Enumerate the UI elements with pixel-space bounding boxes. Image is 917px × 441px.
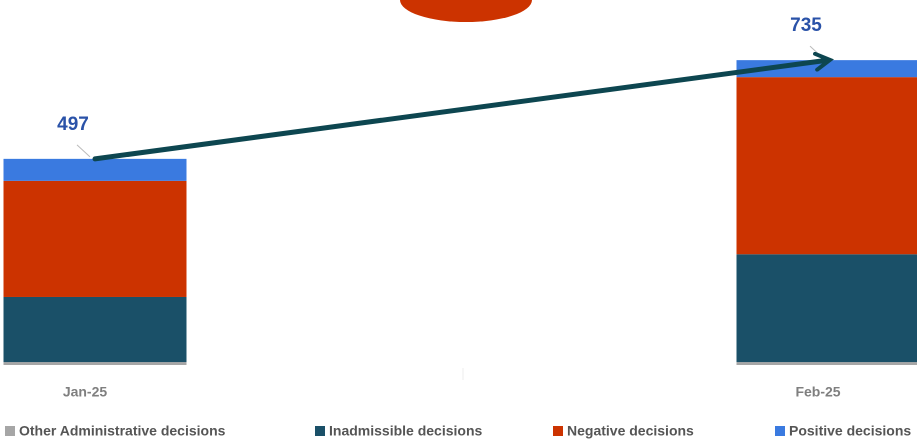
legend-label: Positive decisions <box>789 423 911 439</box>
legend-label: Inadmissible decisions <box>329 423 482 439</box>
bar-segment <box>736 77 917 255</box>
x-tick-label: Jan-25 <box>63 384 108 400</box>
bar-segment <box>3 180 187 297</box>
legend-label: Negative decisions <box>567 423 694 439</box>
bar-segment <box>3 158 187 181</box>
leader-line <box>809 45 824 59</box>
leader-line <box>76 144 91 158</box>
legend-swatch <box>775 426 785 436</box>
legend-swatch <box>5 426 15 436</box>
trend-arrow <box>92 51 834 162</box>
decorative-circle <box>400 0 532 22</box>
total-label: 735 <box>790 15 822 36</box>
bar-segment <box>3 362 187 365</box>
legend-swatch <box>553 426 563 436</box>
bar-segment <box>3 296 187 363</box>
legend-label: Other Administrative decisions <box>19 423 226 439</box>
bar-segment <box>736 254 917 363</box>
total-label: 497 <box>57 114 89 135</box>
bar-segment <box>736 362 917 365</box>
legend-swatch <box>315 426 325 436</box>
x-tick-label: Feb-25 <box>795 384 840 400</box>
